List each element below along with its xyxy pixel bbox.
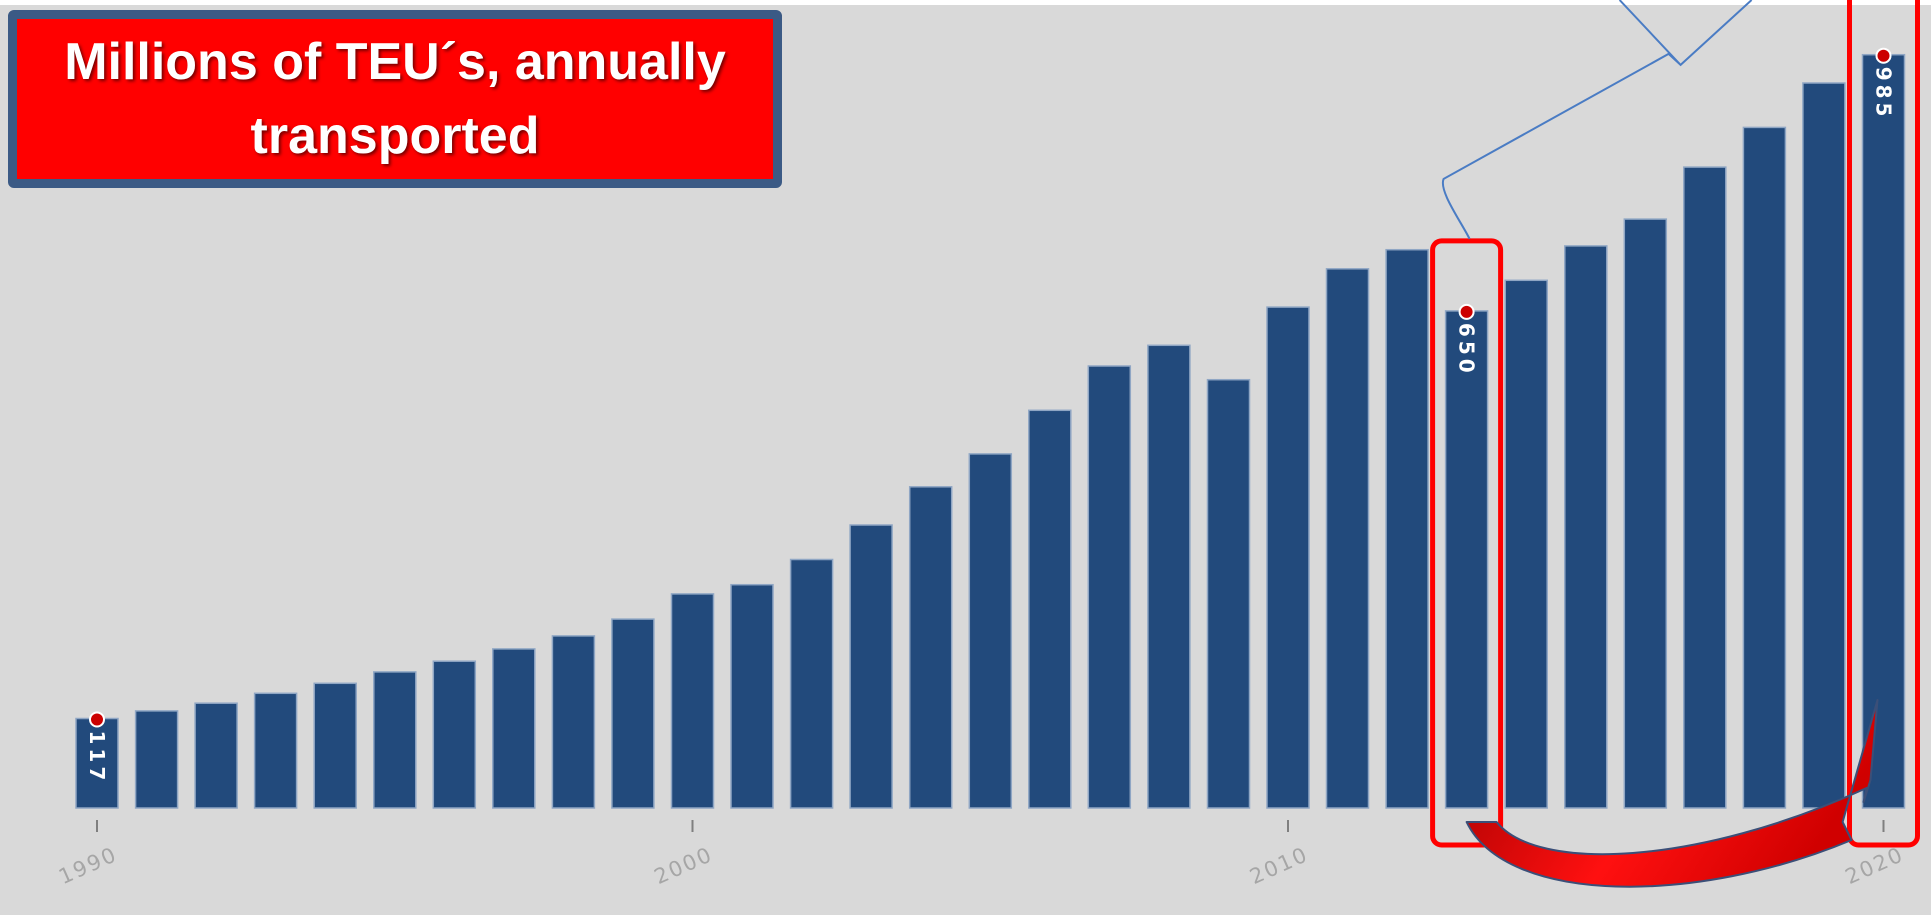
bar-1999 [611,618,655,809]
bar-1994 [313,682,357,809]
bar-1995 [373,671,417,809]
annotations-group [1430,0,1920,888]
bars-group [75,53,1906,809]
marker-2013 [1458,303,1475,320]
highlight-box-2013 [1430,238,1504,848]
bar-1998 [551,635,596,809]
bar-2020 [1861,53,1906,809]
bar-1990 [75,717,119,809]
bar-1996 [432,660,477,809]
highlight-box-2020 [1847,0,1920,848]
bar-2015 [1564,245,1608,809]
bar-2006 [1028,409,1072,809]
bar-2002 [789,558,834,809]
bar-2011 [1325,268,1370,809]
bar-2014 [1504,279,1548,809]
bar-2012 [1385,248,1429,809]
bar-2010 [1266,306,1310,809]
marker-2020 [1875,47,1892,64]
data-label-1990: 117 [85,731,109,785]
callout-connector [1441,0,1753,240]
bar-2005 [968,453,1013,809]
bar-2013 [1444,310,1489,809]
data-labels-group: 117 650 985 [85,47,1896,785]
bar-2003 [849,524,893,809]
bar-1993 [253,692,298,809]
bar-2018 [1742,126,1787,809]
bar-2000 [670,593,715,809]
bar-2016 [1623,218,1668,809]
bar-2017 [1683,166,1727,809]
curved-arrow-icon [1465,699,1879,888]
bar-2007 [1087,365,1132,809]
bar-2019 [1802,82,1846,809]
data-label-2020: 985 [1872,67,1896,121]
bar-1997 [492,648,536,809]
data-label-2013: 650 [1455,323,1479,377]
marker-1990 [89,711,105,728]
bar-1991 [134,710,179,809]
bar-2009 [1206,378,1251,809]
chart-title-box: Millions of TEU´s, annually transported [8,10,782,188]
chart-title: Millions of TEU´s, annually transported [64,33,726,165]
bar-1992 [194,702,238,809]
bar-2004 [908,486,953,809]
bar-2008 [1147,344,1191,809]
bar-2001 [730,583,774,809]
